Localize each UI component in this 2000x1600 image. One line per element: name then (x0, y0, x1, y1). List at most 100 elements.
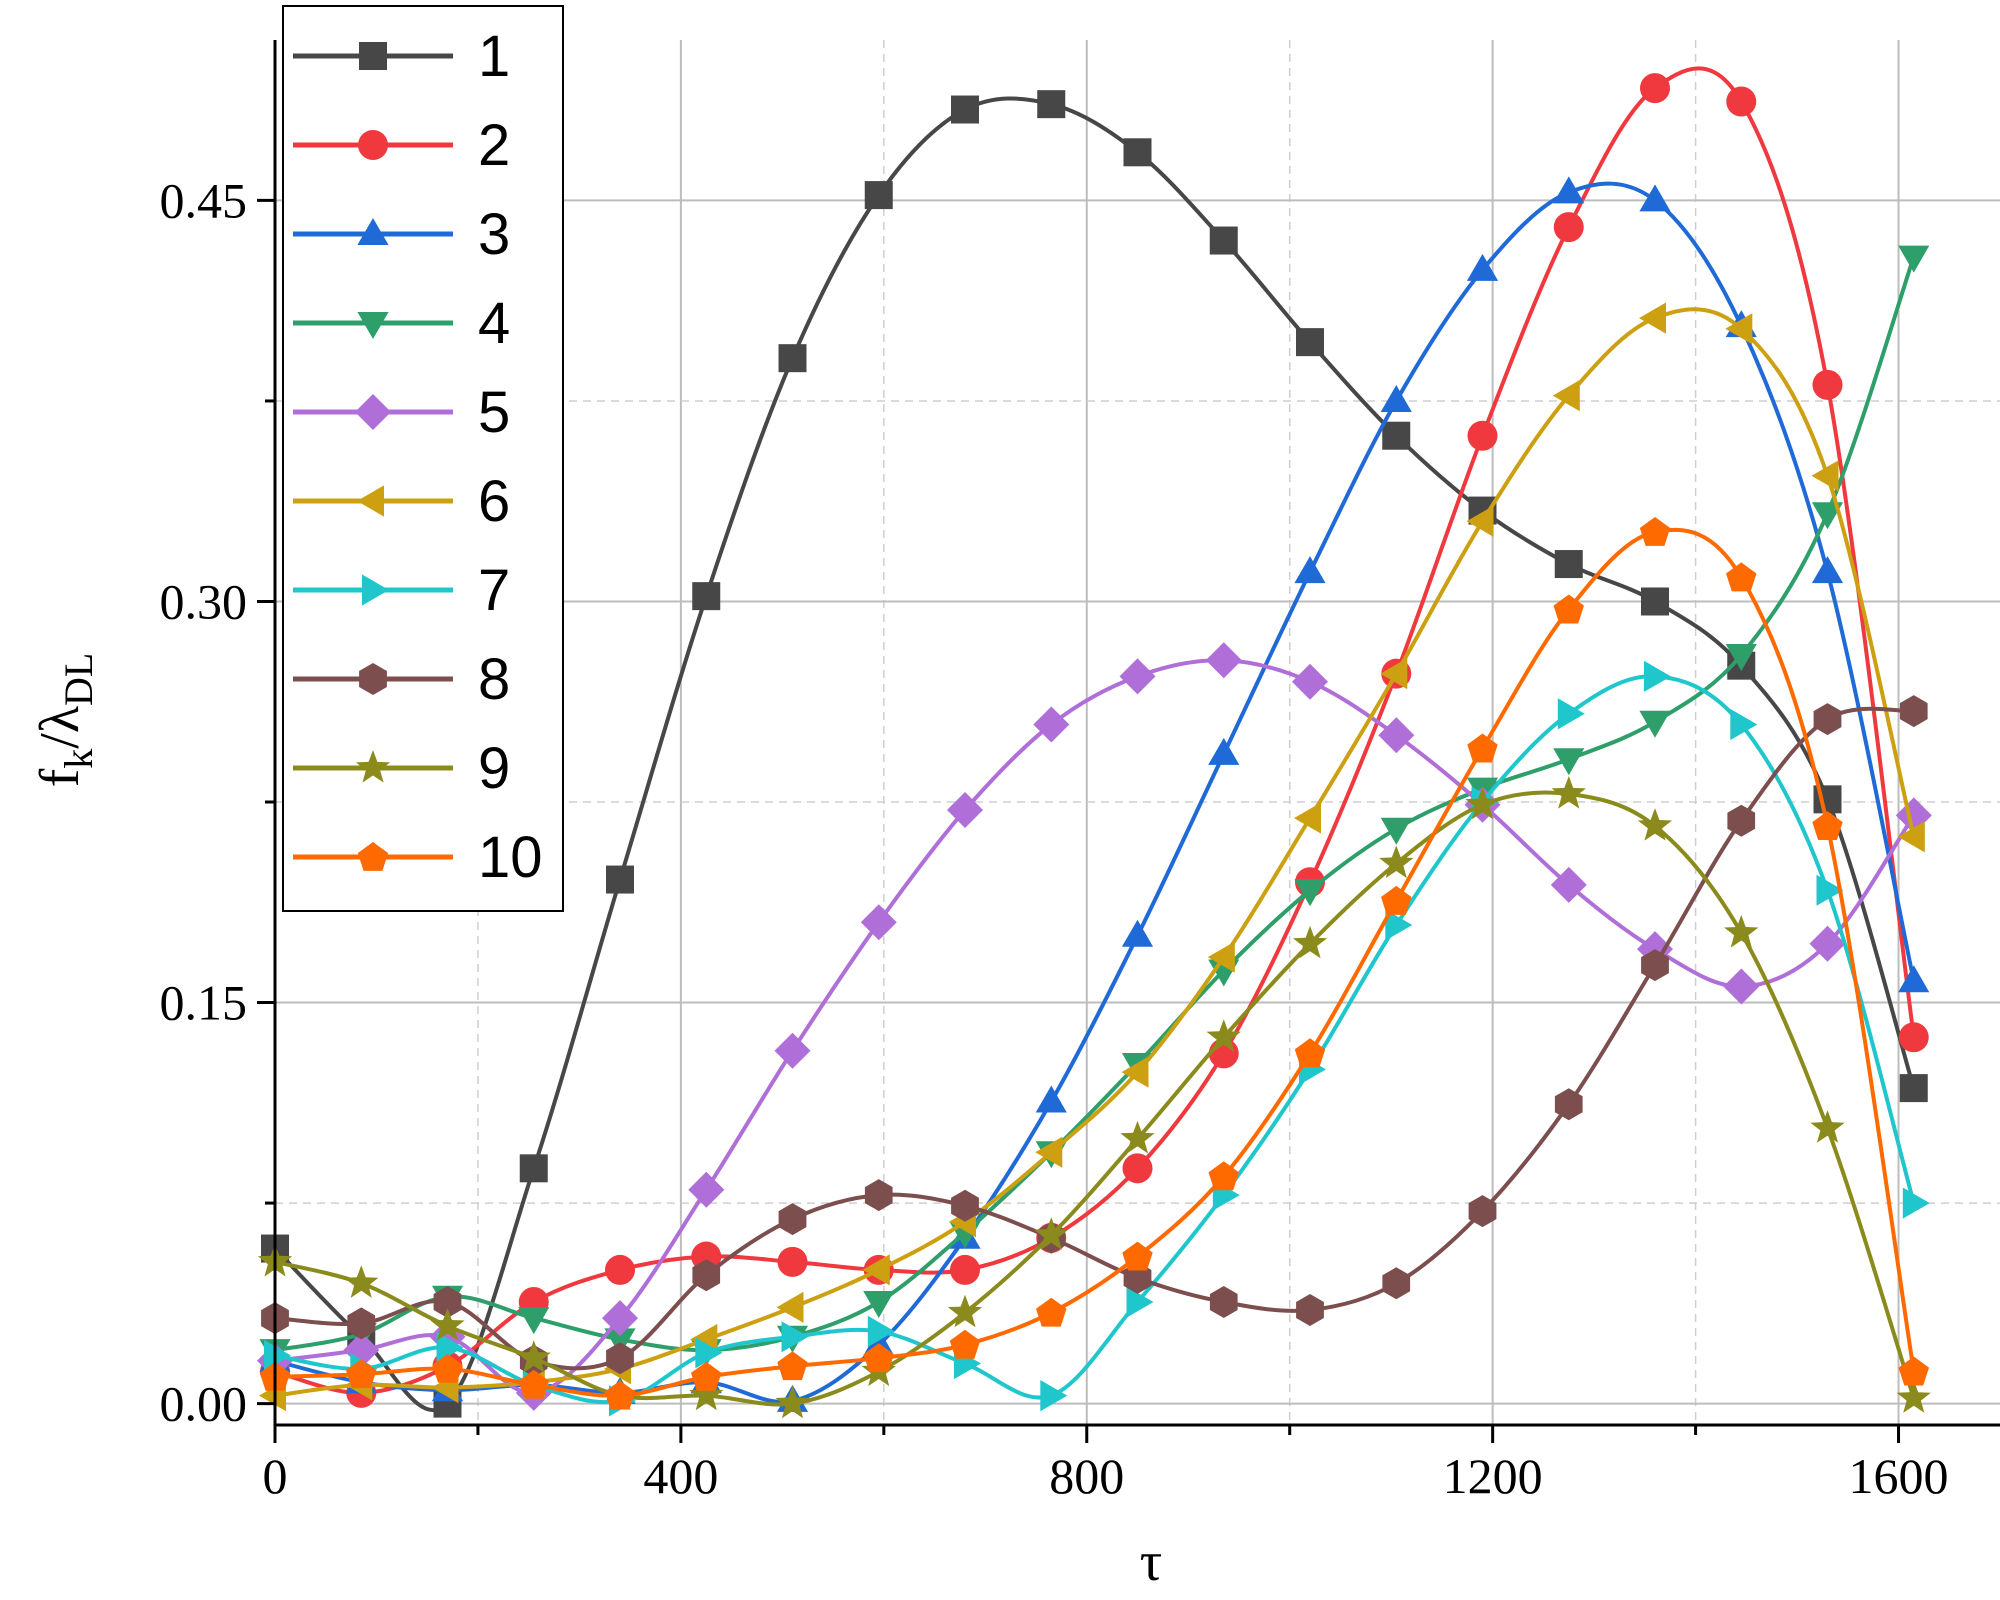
data-point (1465, 786, 1500, 820)
legend-label: 10 (478, 825, 543, 890)
data-point (774, 1032, 811, 1069)
data-point (1294, 879, 1326, 907)
data-point (1896, 1380, 1931, 1413)
data-point (691, 1361, 722, 1391)
data-point (1811, 502, 1844, 530)
data-point (1207, 941, 1235, 973)
data-point (1294, 556, 1326, 584)
legend-entry: 1 (293, 24, 510, 89)
legend-entry: 4 (293, 291, 510, 356)
data-point (867, 1315, 895, 1347)
data-point (947, 792, 983, 828)
data-point (606, 865, 634, 894)
legend-label: 8 (478, 647, 510, 712)
data-point (1551, 776, 1586, 809)
data-point (1382, 1267, 1411, 1300)
data-point (1816, 874, 1844, 906)
data-point (1382, 421, 1411, 450)
data-point (1466, 253, 1499, 281)
data-point (518, 1307, 550, 1335)
data-point (1121, 919, 1154, 947)
data-point (605, 1254, 635, 1285)
data-point (604, 1380, 636, 1410)
data-point (951, 1189, 979, 1222)
data-point (777, 1351, 808, 1381)
data-point (1811, 556, 1844, 584)
data-point (1467, 420, 1498, 451)
data-point (950, 1254, 980, 1285)
data-point (604, 1328, 636, 1356)
data-point (864, 1179, 893, 1212)
data-point (1639, 710, 1671, 738)
tick-labels: 0 400 800 1200 1600 0.00 0.15 0.30 0.45 (160, 172, 1949, 1504)
data-point (1126, 1286, 1154, 1318)
legend-entry: 2 (293, 113, 510, 178)
data-point (1121, 1056, 1149, 1088)
y-tick-label: 0.30 (160, 573, 248, 629)
series-line-6 (274, 307, 1916, 1398)
data-point (1640, 73, 1670, 104)
data-point (1209, 226, 1238, 255)
data-point (1296, 1294, 1324, 1326)
legend-entry: 8 (293, 647, 510, 712)
y-axis-title-main: f (29, 768, 91, 787)
data-point (1641, 587, 1669, 616)
data-point (692, 582, 721, 611)
data-point (1292, 663, 1328, 700)
legend-entry: 6 (293, 469, 510, 534)
legend-label: 4 (478, 291, 510, 356)
data-point (951, 95, 979, 124)
data-point (1040, 1380, 1068, 1412)
data-point (1644, 660, 1671, 692)
data-point (1205, 642, 1242, 679)
data-point (1379, 845, 1414, 879)
data-point (1898, 1356, 1929, 1386)
data-point (1812, 369, 1843, 400)
data-point (1553, 212, 1584, 243)
data-point (1641, 949, 1669, 982)
data-point (863, 1291, 895, 1318)
data-point (949, 1329, 981, 1359)
data-point (692, 1259, 721, 1292)
data-point (1810, 1110, 1845, 1143)
y-axis-title-sub1: k (56, 749, 101, 769)
data-point (1294, 1038, 1326, 1068)
series-line-7 (274, 674, 1916, 1405)
legend-box (282, 5, 564, 912)
legend-marker (362, 574, 389, 606)
data-point (1639, 517, 1671, 546)
legend-label: 1 (478, 24, 510, 89)
data-point (1639, 184, 1671, 212)
data-point (777, 1246, 808, 1277)
data-point (1809, 925, 1846, 962)
data-point (860, 904, 897, 941)
data-point (947, 1294, 983, 1328)
data-point (436, 1331, 464, 1363)
data-point (1120, 1120, 1155, 1154)
legend-label: 2 (478, 113, 510, 178)
legend-entry: 10 (293, 825, 543, 890)
data-point (1119, 658, 1156, 695)
legend-label: 6 (478, 469, 510, 534)
y-tick-label: 0.00 (160, 1376, 248, 1432)
data-point (1380, 385, 1412, 412)
data-point (1035, 1136, 1063, 1168)
legend-marker (355, 750, 391, 783)
x-tick-label: 0 (263, 1448, 288, 1504)
data-point (1813, 703, 1842, 736)
axes (257, 40, 2000, 1443)
data-point (1381, 885, 1412, 915)
data-point (432, 1353, 463, 1383)
data-point (602, 1300, 638, 1337)
data-point (1380, 817, 1412, 845)
legend-marker (357, 485, 384, 517)
data-point (1725, 644, 1757, 671)
legend-label: 7 (478, 558, 510, 623)
data-point (1902, 1187, 1930, 1219)
legend-entry: 5 (293, 380, 510, 445)
data-point (778, 1203, 807, 1236)
legend-marker (357, 218, 389, 245)
data-point (1208, 1161, 1239, 1191)
data-point (1466, 505, 1494, 537)
